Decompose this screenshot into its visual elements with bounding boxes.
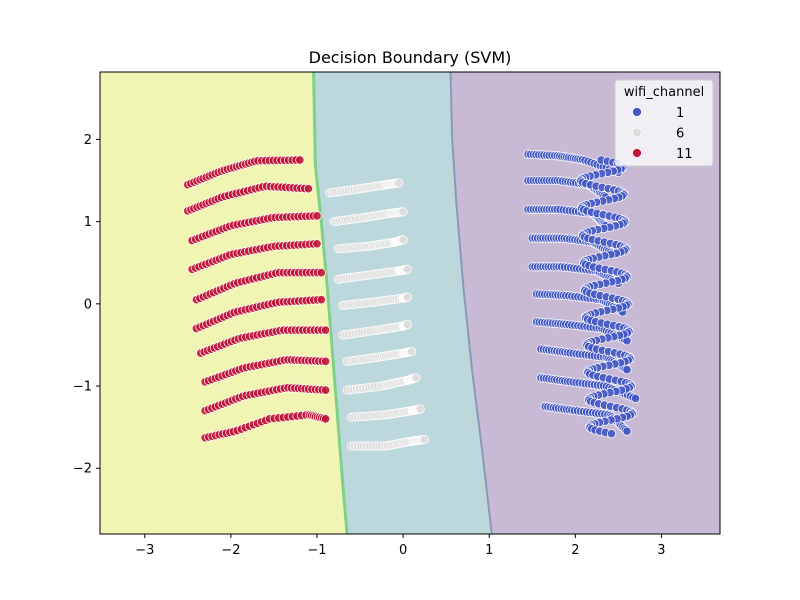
decision-region-1 xyxy=(450,72,720,534)
point-channel-11 xyxy=(321,356,331,366)
legend-marker-6 xyxy=(632,127,642,138)
point-channel-6 xyxy=(398,235,408,245)
x-tick-label: −1 xyxy=(307,543,326,558)
point-channel-6 xyxy=(398,207,408,217)
point-channel-11 xyxy=(321,414,331,424)
point-channel-11 xyxy=(303,184,313,194)
y-tick-label: −2 xyxy=(73,462,92,477)
point-channel-1 xyxy=(622,426,632,436)
point-channel-6 xyxy=(420,434,430,445)
point-channel-11 xyxy=(321,385,331,395)
point-channel-6 xyxy=(407,346,417,357)
point-channel-11 xyxy=(316,268,326,278)
point-channel-11 xyxy=(295,155,305,165)
legend-box xyxy=(614,79,714,167)
boundary-line-6-1 xyxy=(449,72,493,534)
point-channel-11 xyxy=(312,239,322,249)
legend-title: wifi_channel xyxy=(624,85,704,100)
legend-label-6: 6 xyxy=(676,127,684,142)
point-channel-1 xyxy=(631,393,641,403)
x-tick-label: 0 xyxy=(399,543,407,558)
y-tick-label: 1 xyxy=(84,215,92,230)
chart-title: Decision Boundary (SVM) xyxy=(309,48,512,67)
point-channel-11 xyxy=(312,211,322,221)
x-tick-label: 1 xyxy=(485,543,493,558)
point-channel-11 xyxy=(321,325,331,335)
legend-label-1: 1 xyxy=(676,106,684,121)
point-channel-6 xyxy=(402,292,412,302)
x-tick-label: −3 xyxy=(135,543,154,558)
legend-label-11: 11 xyxy=(676,147,693,162)
scatter-points xyxy=(183,149,641,451)
legend-marker-11 xyxy=(632,148,642,158)
point-channel-11 xyxy=(316,295,326,305)
boundary-line-11-6 xyxy=(312,72,349,534)
point-channel-6 xyxy=(394,178,404,188)
plot-area-frame xyxy=(99,71,721,535)
x-tick-label: 3 xyxy=(657,543,665,558)
point-channel-1 xyxy=(622,365,632,375)
point-channel-6 xyxy=(411,373,421,383)
y-tick-label: −1 xyxy=(73,380,92,395)
x-axis: −3 −2 −1 0 1 2 3 xyxy=(135,534,666,558)
point-channel-1 xyxy=(606,429,617,439)
point-channel-6 xyxy=(402,319,412,329)
y-tick-label: 2 xyxy=(84,133,92,148)
y-axis: −2 −1 0 1 2 xyxy=(73,133,100,477)
decision-boundaries xyxy=(312,72,493,534)
x-tick-label: −2 xyxy=(221,543,240,558)
y-tick-label: 0 xyxy=(84,297,92,312)
x-tick-label: 2 xyxy=(571,543,579,558)
legend-marker-1 xyxy=(632,107,642,117)
point-channel-6 xyxy=(402,264,412,274)
point-channel-6 xyxy=(415,404,425,414)
